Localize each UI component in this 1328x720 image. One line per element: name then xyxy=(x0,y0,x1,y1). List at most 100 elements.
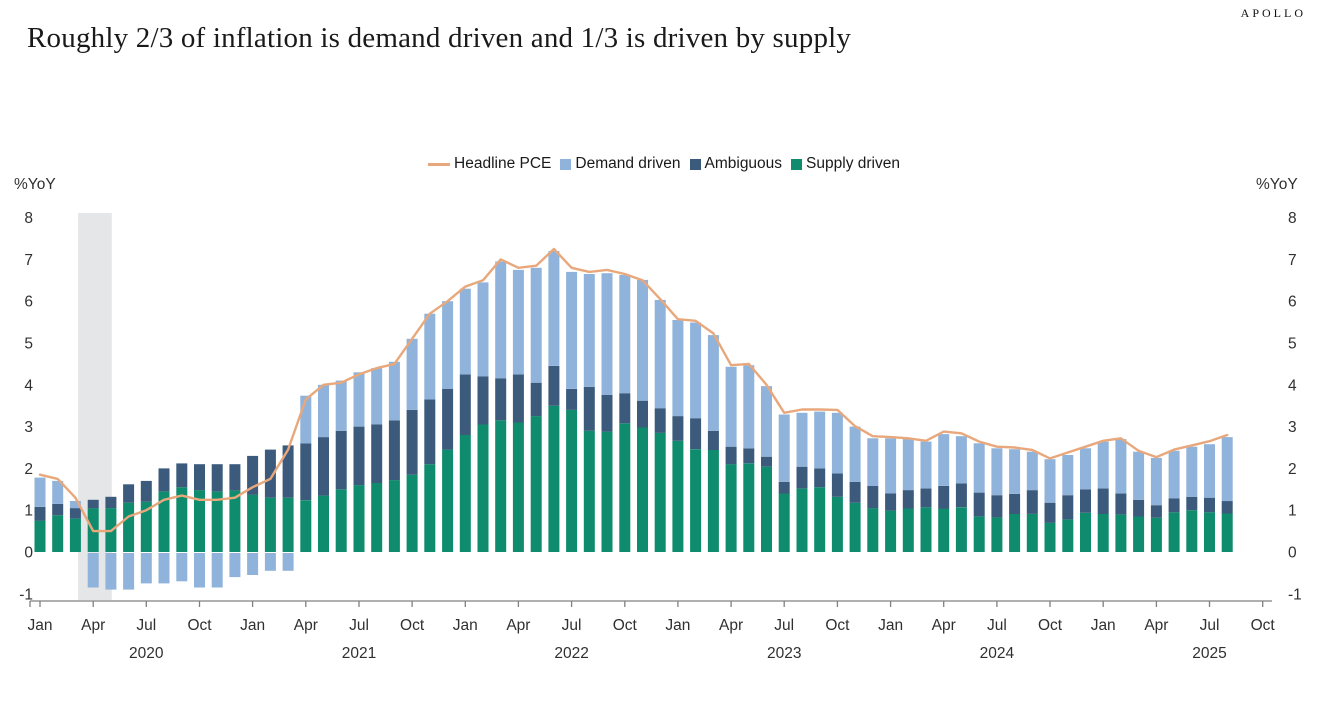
bar-supply-May 2022 xyxy=(530,416,542,552)
bar-demand-Dec 2020 xyxy=(229,553,241,578)
bar-demand-Oct 2024 xyxy=(1044,459,1056,503)
bar-ambiguous-Mar 2025 xyxy=(1133,499,1145,517)
chart-title: Roughly 2/3 of inflation is demand drive… xyxy=(27,22,852,54)
y-tick-label-left: -1 xyxy=(19,586,33,603)
bar-ambiguous-Jul 2024 xyxy=(991,495,1003,518)
bar-supply-Apr 2023 xyxy=(725,464,737,552)
legend-item-demand-driven: Demand driven xyxy=(560,155,681,173)
bar-demand-Jan 2021 xyxy=(247,553,259,575)
bar-ambiguous-Oct 2020 xyxy=(194,464,205,491)
bar-supply-Dec 2024 xyxy=(1080,512,1091,552)
bar-demand-Mar 2025 xyxy=(1133,451,1145,500)
x-tick-label: Jan xyxy=(665,617,690,634)
bar-ambiguous-Jun 2022 xyxy=(548,366,560,406)
bar-demand-May 2024 xyxy=(955,436,967,484)
bar-supply-Aug 2023 xyxy=(796,488,808,552)
bar-ambiguous-Aug 2022 xyxy=(583,386,595,431)
x-tick-label: Jul xyxy=(562,617,582,634)
bar-supply-Oct 2020 xyxy=(194,490,205,552)
x-tick-label: Jan xyxy=(1091,617,1116,634)
x-tick-label: Jul xyxy=(136,617,156,634)
bar-demand-Jul 2021 xyxy=(353,372,365,427)
bar-ambiguous-Oct 2023 xyxy=(831,473,843,497)
bar-demand-Feb 2021 xyxy=(264,553,276,571)
bar-ambiguous-Nov 2024 xyxy=(1062,495,1074,520)
bar-supply-Apr 2024 xyxy=(938,508,950,552)
year-label: 2024 xyxy=(980,645,1015,662)
bar-supply-Jul 2021 xyxy=(353,485,365,552)
bar-supply-Jan 2024 xyxy=(885,510,897,552)
bar-supply-Aug 2024 xyxy=(1009,514,1021,552)
bar-ambiguous-May 2024 xyxy=(955,483,967,508)
bar-demand-Jan 2025 xyxy=(1097,441,1109,489)
bar-supply-Oct 2023 xyxy=(831,496,843,552)
bar-supply-Feb 2021 xyxy=(264,497,276,552)
y-axis-unit-left: %YoY xyxy=(14,176,56,193)
bar-demand-Nov 2021 xyxy=(424,313,436,400)
bar-demand-Dec 2023 xyxy=(867,438,879,486)
x-tick-label: Apr xyxy=(719,617,743,634)
bar-ambiguous-Oct 2021 xyxy=(406,409,418,475)
bar-demand-Jul 2025 xyxy=(1204,444,1215,498)
bar-supply-Mar 2023 xyxy=(707,450,719,552)
x-tick-label: Jul xyxy=(987,617,1007,634)
bar-ambiguous-Jan 2020 xyxy=(34,506,46,521)
bar-ambiguous-Sep 2022 xyxy=(601,394,613,432)
x-tick-label: Jan xyxy=(453,617,478,634)
supply-driven-swatch-icon xyxy=(791,158,803,170)
bar-ambiguous-Apr 2024 xyxy=(938,486,950,509)
legend-item-ambiguous: Ambiguous xyxy=(689,155,783,173)
x-tick-label: Apr xyxy=(81,617,105,634)
x-tick-label: Oct xyxy=(613,617,638,634)
bar-supply-Jul 2025 xyxy=(1204,512,1215,552)
x-tick-label: Oct xyxy=(1251,617,1276,634)
legend-label: Ambiguous xyxy=(704,155,783,172)
bar-ambiguous-Feb 2021 xyxy=(264,449,276,498)
y-tick-label-left: 4 xyxy=(24,377,33,394)
x-tick-label: Jan xyxy=(878,617,903,634)
y-tick-label-left: 1 xyxy=(24,503,33,520)
bar-demand-Jul 2020 xyxy=(140,553,152,584)
bar-ambiguous-Jun 2020 xyxy=(123,484,135,503)
bar-supply-Jun 2024 xyxy=(973,516,985,552)
bar-demand-Aug 2025 xyxy=(1221,437,1233,502)
y-tick-label-right: 8 xyxy=(1288,210,1297,227)
legend-label: Supply driven xyxy=(806,155,900,172)
demand-driven-swatch-icon xyxy=(560,158,572,170)
bar-supply-Dec 2022 xyxy=(654,432,666,552)
bar-ambiguous-May 2021 xyxy=(318,437,329,496)
bar-supply-Jul 2020 xyxy=(140,501,152,552)
bar-ambiguous-Mar 2022 xyxy=(495,378,507,421)
bar-demand-Nov 2022 xyxy=(637,279,648,401)
x-tick-label: Oct xyxy=(825,617,850,634)
bar-supply-Apr 2025 xyxy=(1150,517,1162,552)
y-tick-label-left: 7 xyxy=(24,252,33,269)
bar-supply-Sep 2023 xyxy=(814,487,826,552)
x-tick-label: Apr xyxy=(294,617,318,634)
y-tick-label-right: 4 xyxy=(1288,377,1297,394)
bar-demand-May 2022 xyxy=(530,267,542,383)
bar-supply-Dec 2021 xyxy=(442,449,454,552)
bar-ambiguous-Jun 2024 xyxy=(973,492,985,517)
bar-demand-Jun 2024 xyxy=(973,443,985,493)
bar-ambiguous-Apr 2023 xyxy=(725,446,737,465)
y-tick-label-left: 3 xyxy=(24,419,33,436)
bar-ambiguous-Apr 2022 xyxy=(512,374,524,423)
bar-supply-Sep 2024 xyxy=(1026,514,1038,552)
bar-supply-Jul 2024 xyxy=(991,517,1003,552)
bar-ambiguous-Jan 2024 xyxy=(885,493,897,511)
bar-demand-Oct 2020 xyxy=(194,553,205,588)
bar-ambiguous-Sep 2023 xyxy=(814,468,826,488)
bar-demand-Apr 2023 xyxy=(725,366,737,447)
bar-supply-Feb 2023 xyxy=(690,449,702,552)
bar-supply-Apr 2021 xyxy=(300,500,312,552)
bar-demand-Oct 2023 xyxy=(831,412,843,474)
bar-supply-Feb 2022 xyxy=(477,424,489,552)
bar-demand-Apr 2020 xyxy=(87,553,99,588)
bar-ambiguous-Jul 2020 xyxy=(140,480,152,502)
bar-ambiguous-Nov 2020 xyxy=(211,464,223,492)
bar-ambiguous-Aug 2020 xyxy=(158,468,170,492)
bar-demand-Nov 2020 xyxy=(211,553,223,588)
bar-ambiguous-Apr 2025 xyxy=(1150,505,1162,518)
